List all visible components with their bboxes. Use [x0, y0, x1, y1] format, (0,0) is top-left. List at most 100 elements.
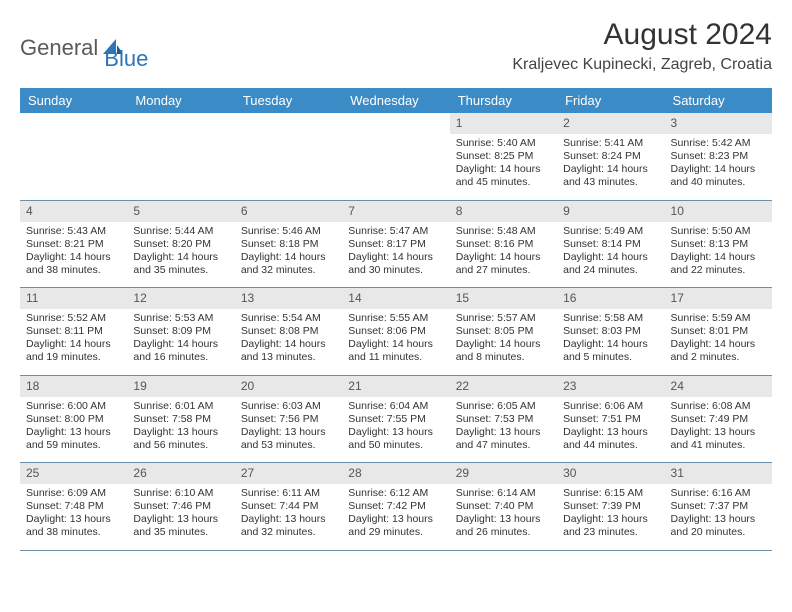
sunset-line: Sunset: 8:24 PM	[563, 150, 658, 163]
day-number-cell: 7	[342, 200, 449, 222]
daylight-line: Daylight: 14 hours and 45 minutes.	[456, 163, 551, 189]
day-number-cell: 9	[557, 200, 664, 222]
day-data-cell: Sunrise: 5:57 AMSunset: 8:05 PMDaylight:…	[450, 309, 557, 375]
sunrise-line: Sunrise: 6:06 AM	[563, 400, 658, 413]
sunrise-line: Sunrise: 5:58 AM	[563, 312, 658, 325]
day-data-cell: Sunrise: 6:15 AMSunset: 7:39 PMDaylight:…	[557, 484, 664, 550]
day-data-cell: Sunrise: 5:52 AMSunset: 8:11 PMDaylight:…	[20, 309, 127, 375]
sunset-line: Sunset: 8:23 PM	[671, 150, 766, 163]
sunset-line: Sunset: 8:18 PM	[241, 238, 336, 251]
daylight-line: Daylight: 14 hours and 8 minutes.	[456, 338, 551, 364]
sunset-line: Sunset: 8:13 PM	[671, 238, 766, 251]
sunrise-line: Sunrise: 6:12 AM	[348, 487, 443, 500]
day-number-cell: 1	[450, 113, 557, 134]
day-number-cell: 20	[235, 375, 342, 397]
day-number-cell: 2	[557, 113, 664, 134]
daylight-line: Daylight: 14 hours and 13 minutes.	[241, 338, 336, 364]
day-data-cell: Sunrise: 6:08 AMSunset: 7:49 PMDaylight:…	[665, 397, 772, 463]
weekday-header-row: SundayMondayTuesdayWednesdayThursdayFrid…	[20, 88, 772, 113]
day-data-cell	[342, 134, 449, 200]
sunset-line: Sunset: 8:25 PM	[456, 150, 551, 163]
sunrise-line: Sunrise: 5:55 AM	[348, 312, 443, 325]
sunrise-line: Sunrise: 5:46 AM	[241, 225, 336, 238]
day-data-cell: Sunrise: 6:05 AMSunset: 7:53 PMDaylight:…	[450, 397, 557, 463]
sunrise-line: Sunrise: 5:50 AM	[671, 225, 766, 238]
day-number-cell: 10	[665, 200, 772, 222]
daylight-line: Daylight: 14 hours and 43 minutes.	[563, 163, 658, 189]
sunset-line: Sunset: 8:09 PM	[133, 325, 228, 338]
sunrise-line: Sunrise: 6:14 AM	[456, 487, 551, 500]
daylight-line: Daylight: 14 hours and 35 minutes.	[133, 251, 228, 277]
weekday-header: Friday	[557, 88, 664, 113]
day-number-cell	[235, 113, 342, 134]
weekday-header: Thursday	[450, 88, 557, 113]
daylight-line: Daylight: 13 hours and 32 minutes.	[241, 513, 336, 539]
day-info: Sunrise: 5:40 AMSunset: 8:25 PMDaylight:…	[456, 137, 551, 190]
daylight-line: Daylight: 13 hours and 20 minutes.	[671, 513, 766, 539]
sunset-line: Sunset: 7:46 PM	[133, 500, 228, 513]
day-data-row: Sunrise: 5:40 AMSunset: 8:25 PMDaylight:…	[20, 134, 772, 200]
day-data-cell	[127, 134, 234, 200]
day-info: Sunrise: 5:50 AMSunset: 8:13 PMDaylight:…	[671, 225, 766, 278]
day-data-cell: Sunrise: 5:59 AMSunset: 8:01 PMDaylight:…	[665, 309, 772, 375]
sunrise-line: Sunrise: 5:49 AM	[563, 225, 658, 238]
day-info: Sunrise: 5:59 AMSunset: 8:01 PMDaylight:…	[671, 312, 766, 365]
sunset-line: Sunset: 8:21 PM	[26, 238, 121, 251]
daylight-line: Daylight: 13 hours and 44 minutes.	[563, 426, 658, 452]
day-data-cell: Sunrise: 5:41 AMSunset: 8:24 PMDaylight:…	[557, 134, 664, 200]
daylight-line: Daylight: 13 hours and 59 minutes.	[26, 426, 121, 452]
day-info: Sunrise: 6:03 AMSunset: 7:56 PMDaylight:…	[241, 400, 336, 453]
day-info: Sunrise: 5:43 AMSunset: 8:21 PMDaylight:…	[26, 225, 121, 278]
weekday-header: Saturday	[665, 88, 772, 113]
sunrise-line: Sunrise: 5:57 AM	[456, 312, 551, 325]
daylight-line: Daylight: 14 hours and 30 minutes.	[348, 251, 443, 277]
sunrise-line: Sunrise: 5:43 AM	[26, 225, 121, 238]
sunrise-line: Sunrise: 5:44 AM	[133, 225, 228, 238]
sunset-line: Sunset: 8:00 PM	[26, 413, 121, 426]
sunset-line: Sunset: 7:58 PM	[133, 413, 228, 426]
daylight-line: Daylight: 14 hours and 40 minutes.	[671, 163, 766, 189]
day-data-cell: Sunrise: 6:12 AMSunset: 7:42 PMDaylight:…	[342, 484, 449, 550]
calendar-body: 123Sunrise: 5:40 AMSunset: 8:25 PMDaylig…	[20, 113, 772, 550]
sunrise-line: Sunrise: 5:59 AM	[671, 312, 766, 325]
sunrise-line: Sunrise: 6:03 AM	[241, 400, 336, 413]
day-data-row: Sunrise: 5:52 AMSunset: 8:11 PM Daylight:…	[20, 309, 772, 375]
sunset-line: Sunset: 8:08 PM	[241, 325, 336, 338]
day-number-cell: 15	[450, 288, 557, 310]
day-number-row: 18192021222324	[20, 375, 772, 397]
day-info: Sunrise: 6:15 AMSunset: 7:39 PMDaylight:…	[563, 487, 658, 540]
sunrise-line: Sunrise: 5:52 AM	[26, 312, 121, 325]
weekday-header: Wednesday	[342, 88, 449, 113]
sunset-line: Sunset: 8:06 PM	[348, 325, 443, 338]
day-data-cell	[20, 134, 127, 200]
day-number-cell: 11	[20, 288, 127, 310]
header: General Blue August 2024 Kraljevec Kupin…	[20, 18, 772, 74]
day-data-cell: Sunrise: 5:55 AMSunset: 8:06 PMDaylight:…	[342, 309, 449, 375]
day-data-cell: Sunrise: 6:11 AMSunset: 7:44 PMDaylight:…	[235, 484, 342, 550]
sunset-line: Sunset: 7:56 PM	[241, 413, 336, 426]
daylight-line: Daylight: 13 hours and 23 minutes.	[563, 513, 658, 539]
sunset-line: Sunset: 8:05 PM	[456, 325, 551, 338]
daylight-line: Daylight: 13 hours and 35 minutes.	[133, 513, 228, 539]
sunset-line: Sunset: 8:11 PM	[26, 325, 121, 338]
sunset-line: Sunset: 7:44 PM	[241, 500, 336, 513]
day-data-cell: Sunrise: 5:48 AMSunset: 8:16 PMDaylight:…	[450, 222, 557, 288]
sunrise-line: Sunrise: 6:10 AM	[133, 487, 228, 500]
sunset-line: Sunset: 8:16 PM	[456, 238, 551, 251]
day-number-cell: 26	[127, 463, 234, 485]
sunset-line: Sunset: 7:37 PM	[671, 500, 766, 513]
day-data-cell: Sunrise: 5:50 AMSunset: 8:13 PMDaylight:…	[665, 222, 772, 288]
day-number-cell: 6	[235, 200, 342, 222]
day-info: Sunrise: 5:57 AMSunset: 8:05 PMDaylight:…	[456, 312, 551, 365]
day-data-cell: Sunrise: 5:44 AMSunset: 8:20 PMDaylight:…	[127, 222, 234, 288]
sunrise-line: Sunrise: 5:47 AM	[348, 225, 443, 238]
day-data-cell: Sunrise: 6:14 AMSunset: 7:40 PMDaylight:…	[450, 484, 557, 550]
day-number-cell: 5	[127, 200, 234, 222]
day-data-cell: Sunrise: 5:46 AMSunset: 8:18 PMDaylight:…	[235, 222, 342, 288]
day-data-cell: Sunrise: 5:40 AMSunset: 8:25 PMDaylight:…	[450, 134, 557, 200]
daylight-line: Daylight: 14 hours and 32 minutes.	[241, 251, 336, 277]
day-data-cell: Sunrise: 5:43 AMSunset: 8:21 PMDaylight:…	[20, 222, 127, 288]
day-info: Sunrise: 5:46 AMSunset: 8:18 PMDaylight:…	[241, 225, 336, 278]
day-number-cell: 24	[665, 375, 772, 397]
sunset-line: Sunset: 8:03 PM	[563, 325, 658, 338]
